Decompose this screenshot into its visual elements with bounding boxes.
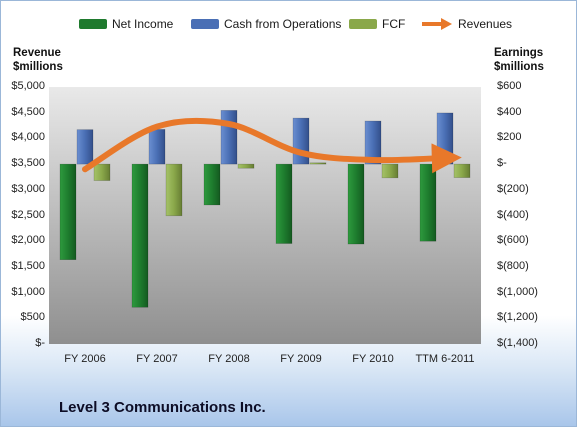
bar-net-income (203, 163, 221, 206)
y-axis-left-title-line: $millions (13, 61, 63, 73)
bar-cash-from-operations (148, 129, 166, 165)
y-tick-label-right: $(600) (497, 234, 529, 247)
y-tick-label-left: $- (35, 337, 45, 349)
bar-cash-from-operations (220, 110, 238, 165)
legend-swatch-cash-from-operations (191, 19, 219, 29)
y-tick-label-left: $3,000 (11, 182, 45, 195)
legend-net-income: Net Income (79, 16, 173, 32)
x-tick-label: FY 2010 (352, 353, 394, 365)
x-tick-label: FY 2007 (136, 353, 178, 365)
y-tick-label-left: $5,000 (11, 80, 45, 92)
bar-net-income (419, 163, 437, 242)
y-tick-label-right: $400 (497, 105, 522, 118)
y-tick-label-left: $4,500 (11, 105, 45, 118)
x-tick-label: TTM 6-2011 (415, 353, 475, 365)
legend-arrow-icon (422, 18, 452, 30)
y-tick-label-left: $1,500 (11, 259, 45, 272)
bar-fcf (93, 163, 111, 181)
bar-net-income (59, 163, 77, 261)
y-tick-label-left: $2,500 (11, 208, 45, 221)
legend-label: Cash from Operations (224, 17, 342, 31)
y-axis-right-title-line: Earnings (494, 47, 544, 59)
legend-swatch-fcf (349, 19, 377, 29)
bar-cash-from-operations (76, 129, 94, 165)
y-tick-label-right: $- (497, 157, 507, 170)
bar-cash-from-operations (292, 117, 310, 165)
y-tick-label-right: $200 (497, 131, 522, 144)
bar-fcf (453, 163, 471, 178)
bar-net-income (347, 163, 365, 245)
bar-fcf (309, 162, 327, 165)
y-axis-right-title: Earnings $millions (494, 46, 544, 74)
legend-label: FCF (382, 17, 406, 31)
y-axis-left-title: Revenue $millions (13, 46, 63, 74)
y-tick-label-left: $1,000 (11, 285, 45, 298)
y-tick-label-right: $(800) (497, 259, 529, 272)
x-tick-label: FY 2006 (64, 353, 106, 365)
bar-fcf (237, 163, 255, 169)
plot-area (49, 87, 481, 344)
line-revenues (82, 117, 462, 174)
bar-fcf (165, 163, 183, 217)
y-tick-label-right: $(400) (497, 208, 529, 221)
y-axis-right-title-line: $millions (494, 61, 544, 73)
y-axis-left-title-line: Revenue (13, 47, 61, 59)
bar-net-income (275, 163, 293, 244)
legend-swatch-net-income (79, 19, 107, 29)
y-tick-label-left: $3,500 (11, 157, 45, 170)
bar-cash-from-operations (364, 120, 382, 165)
bar-fcf (381, 163, 399, 179)
bar-net-income (131, 163, 149, 308)
y-tick-label-left: $4,000 (11, 131, 45, 144)
y-tick-label-right: $600 (497, 80, 522, 92)
legend-revenues: Revenues (421, 16, 512, 32)
company-title: Level 3 Communications Inc. (59, 399, 266, 416)
y-tick-label-left: $500 (20, 311, 45, 324)
x-tick-label: FY 2009 (280, 353, 322, 365)
y-tick-label-right: $(1,000) (497, 285, 538, 298)
legend-label: Net Income (112, 17, 174, 31)
y-tick-label-right: $(1,200) (497, 311, 538, 324)
legend-fcf: FCF (349, 16, 405, 32)
legend-cash-from-operations: Cash from Operations (191, 16, 341, 32)
legend-label: Revenues (458, 17, 513, 31)
y-tick-label-right: $(1,400) (497, 337, 538, 349)
y-tick-label-right: $(200) (497, 182, 529, 195)
x-tick-label: FY 2008 (208, 353, 250, 365)
y-tick-label-left: $2,000 (11, 234, 45, 247)
